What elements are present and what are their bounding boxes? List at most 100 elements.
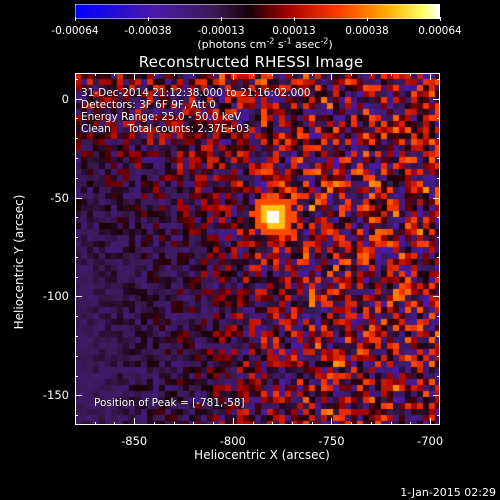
x-minor-tick	[430, 73, 432, 76]
x-tick-mark	[232, 418, 234, 425]
image-plot	[75, 73, 440, 425]
x-minor-tick	[193, 73, 195, 76]
y-minor-tick	[437, 276, 440, 278]
x-minor-tick	[311, 73, 313, 76]
x-minor-tick	[430, 422, 432, 425]
y-minor-tick	[75, 296, 78, 298]
x-minor-tick	[193, 422, 195, 425]
x-minor-tick	[213, 73, 215, 76]
colorbar-tick	[75, 17, 76, 21]
colorbar-tick	[221, 17, 222, 21]
y-tick-label: -100	[42, 289, 69, 304]
x-minor-tick	[213, 422, 215, 425]
x-minor-tick	[331, 73, 333, 76]
x-minor-tick	[331, 422, 333, 425]
x-minor-tick	[272, 73, 274, 76]
y-minor-tick	[75, 336, 78, 337]
x-minor-tick	[94, 422, 96, 425]
y-minor-tick	[75, 256, 78, 258]
y-minor-tick	[437, 98, 440, 100]
rhessi-image	[75, 73, 440, 425]
x-tick-label: -700	[417, 434, 444, 448]
x-minor-tick	[370, 422, 372, 425]
y-tick-mark	[75, 395, 82, 397]
y-minor-tick	[75, 217, 78, 219]
y-tick-mark	[75, 197, 82, 199]
y-minor-tick	[437, 296, 440, 298]
units-exponent: -2	[320, 36, 329, 46]
x-minor-tick	[134, 422, 136, 425]
annotation-time-range: 31-Dec-2014 21:12:38.000 to 21:16:02.000	[81, 87, 311, 99]
y-tick-label: -50	[50, 190, 69, 205]
footer-timestamp: 1-Jan-2015 02:29	[400, 486, 496, 499]
y-minor-tick	[75, 118, 78, 120]
x-minor-tick	[390, 422, 392, 425]
x-minor-tick	[252, 73, 254, 76]
units-text: )	[328, 38, 333, 51]
y-minor-tick	[437, 138, 440, 140]
x-tick-mark	[134, 418, 136, 425]
y-minor-tick	[75, 237, 78, 239]
y-minor-tick	[75, 375, 78, 377]
x-tick-mark	[430, 418, 432, 425]
colorbar-tick-label: 0.00038	[345, 25, 389, 37]
y-minor-tick	[437, 217, 440, 219]
x-minor-tick	[311, 422, 313, 425]
y-minor-tick	[437, 316, 440, 318]
annotation-clean-counts: Clean Total counts: 2.37E+03	[81, 123, 250, 135]
x-minor-tick	[173, 73, 175, 76]
x-tick-mark	[134, 73, 136, 80]
y-tick-label: -150	[42, 388, 69, 403]
x-minor-tick	[114, 73, 116, 76]
x-tick-mark	[232, 73, 234, 80]
y-tick-mark	[433, 296, 440, 298]
x-minor-tick	[252, 422, 254, 425]
units-text: s	[274, 38, 284, 51]
colorbar-tick-label: 0.00013	[272, 25, 316, 37]
colorbar-tick	[367, 17, 368, 21]
x-minor-tick	[94, 73, 96, 76]
annotation-detectors: Detectors: 3F 6F 9F, Att 0	[81, 99, 216, 111]
x-minor-tick	[173, 422, 175, 425]
x-minor-tick	[272, 422, 274, 425]
x-minor-tick	[232, 422, 234, 425]
y-tick-mark	[433, 98, 440, 100]
y-minor-tick	[75, 415, 78, 417]
x-minor-tick	[153, 73, 155, 76]
y-minor-tick	[437, 118, 440, 120]
y-minor-tick	[75, 395, 78, 397]
y-minor-tick	[75, 177, 78, 179]
x-minor-tick	[292, 73, 294, 76]
annotation-energy-range: Energy Range: 25.0 - 50.0 keV	[81, 111, 242, 123]
x-minor-tick	[292, 422, 294, 425]
y-minor-tick	[437, 375, 440, 377]
x-minor-tick	[370, 73, 372, 76]
colorbar-tick-label: -0.00038	[124, 25, 172, 37]
colorbar-tick	[294, 17, 295, 21]
x-tick-label: -800	[219, 434, 246, 448]
colorbar-tick-label: -0.00013	[197, 25, 245, 37]
y-minor-tick	[437, 395, 440, 397]
y-minor-tick	[75, 197, 78, 199]
colorbar-tick-label: 0.00064	[418, 25, 462, 37]
x-minor-tick	[351, 422, 353, 425]
y-minor-tick	[75, 98, 78, 100]
y-minor-tick	[437, 158, 440, 160]
colorbar-units: (photons cm-2 s-1 asec-2)	[197, 36, 333, 51]
y-tick-label: 0	[61, 91, 69, 106]
x-minor-tick	[390, 73, 392, 76]
y-tick-mark	[433, 197, 440, 199]
units-text: asec	[291, 38, 321, 51]
x-tick-label: -750	[318, 434, 345, 448]
x-axis-label: Heliocentric X (arcsec)	[194, 448, 330, 462]
x-minor-tick	[134, 73, 136, 76]
y-minor-tick	[75, 316, 78, 318]
y-minor-tick	[75, 158, 78, 160]
units-exponent: -2	[266, 36, 275, 46]
units-text: (photons cm	[197, 38, 267, 51]
x-minor-tick	[410, 73, 412, 76]
y-axis-label: Heliocentric Y (arcsec)	[12, 194, 26, 330]
y-minor-tick	[437, 336, 440, 337]
y-minor-tick	[75, 276, 78, 278]
